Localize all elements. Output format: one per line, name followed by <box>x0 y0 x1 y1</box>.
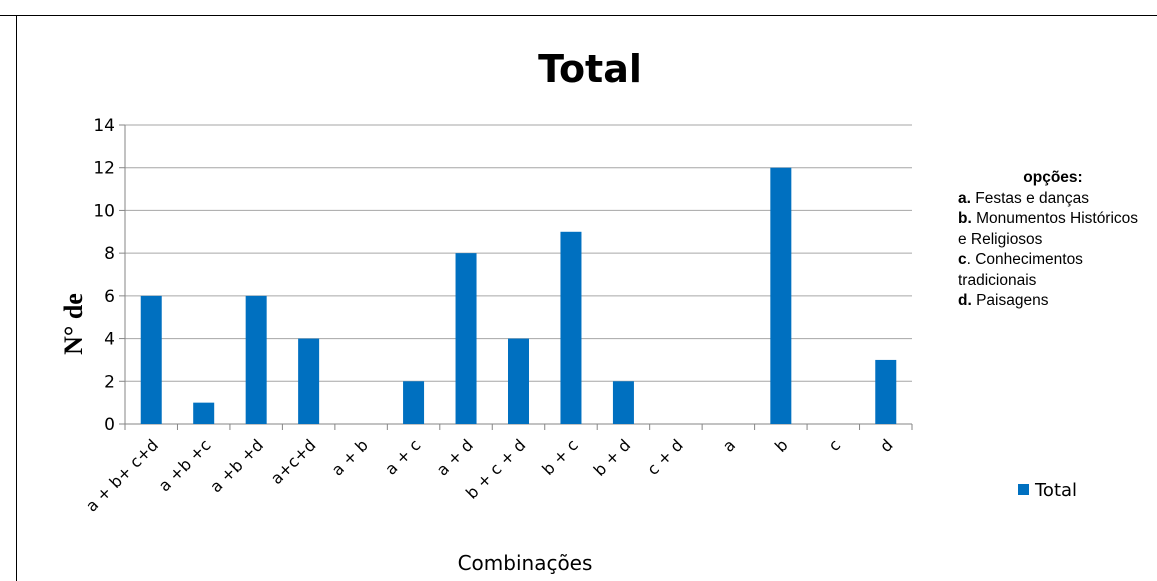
option-d-key: d. <box>958 292 972 309</box>
x-tick-label: a + d <box>433 435 477 479</box>
option-c-text: . Conhecimentos tradicionais <box>958 251 1083 289</box>
top-border-line <box>0 15 1157 16</box>
option-a-key: a. <box>958 189 971 207</box>
x-tick-label: b + d <box>590 435 634 479</box>
bar-9 <box>560 231 582 424</box>
y-tick-label: 8 <box>104 244 115 264</box>
option-b: b. Monumentos Históricos e Religiosos <box>958 209 1148 250</box>
option-d: d. Paisagens <box>958 291 1148 312</box>
bar-6 <box>403 381 425 424</box>
x-axis-label: Combinações <box>458 551 593 575</box>
x-tick-label: a <box>719 435 739 455</box>
y-axis-ticks: 0 2 4 6 8 10 12 14 <box>93 116 115 435</box>
x-tick-label: a + b <box>328 435 372 479</box>
y-tick-label: 10 <box>93 201 115 221</box>
option-a: a. Festas e danças <box>958 189 1148 210</box>
options-heading: opções: <box>1023 169 1083 186</box>
option-c: c. Conhecimentos tradicionais <box>958 250 1148 291</box>
x-tick-label: b + c <box>538 435 582 479</box>
option-d-text: Paisagens <box>971 292 1049 309</box>
y-tick-label: 0 <box>104 415 115 435</box>
bar-series <box>140 167 897 424</box>
bar-4 <box>298 338 320 424</box>
option-c-key: c <box>958 251 967 268</box>
bar-10 <box>612 381 634 424</box>
bar-2 <box>193 402 215 424</box>
y-axis-label: N° de <box>59 293 88 355</box>
x-tick-label: c + d <box>643 435 687 479</box>
left-border-line <box>16 15 17 581</box>
x-tick-label: a +b +c <box>155 435 215 495</box>
x-tick-label: a+c+d <box>267 435 320 488</box>
bar-15 <box>875 359 897 424</box>
x-tick-label: c <box>824 435 844 455</box>
x-tick-label: d <box>876 435 897 456</box>
option-b-text: Monumentos Históricos e Religiosos <box>958 210 1139 248</box>
option-b-key: b. <box>958 210 972 227</box>
bar-7 <box>455 253 477 424</box>
y-tick-label: 12 <box>93 159 115 179</box>
x-tick-label: b <box>771 435 792 456</box>
y-tick-label: 4 <box>104 330 115 350</box>
bar-8 <box>508 338 529 424</box>
y-tick-label: 14 <box>93 116 115 136</box>
bar-3 <box>245 295 267 424</box>
bar-1 <box>140 295 162 424</box>
bar-13 <box>770 167 792 424</box>
chart-title: Total <box>538 47 642 91</box>
options-note: opções: a. Festas e danças b. Monumentos… <box>958 168 1148 312</box>
x-tick-label: a + c <box>381 435 424 478</box>
legend-swatch-total <box>1018 484 1029 495</box>
x-tick-label: a +b +d <box>206 435 267 496</box>
option-a-text: Festas e danças <box>970 189 1089 207</box>
y-tick-label: 6 <box>104 287 115 307</box>
legend-label-total: Total <box>1034 480 1077 501</box>
y-tick-label: 2 <box>104 372 115 392</box>
x-tick-label: a + b+ c+d <box>82 435 162 515</box>
